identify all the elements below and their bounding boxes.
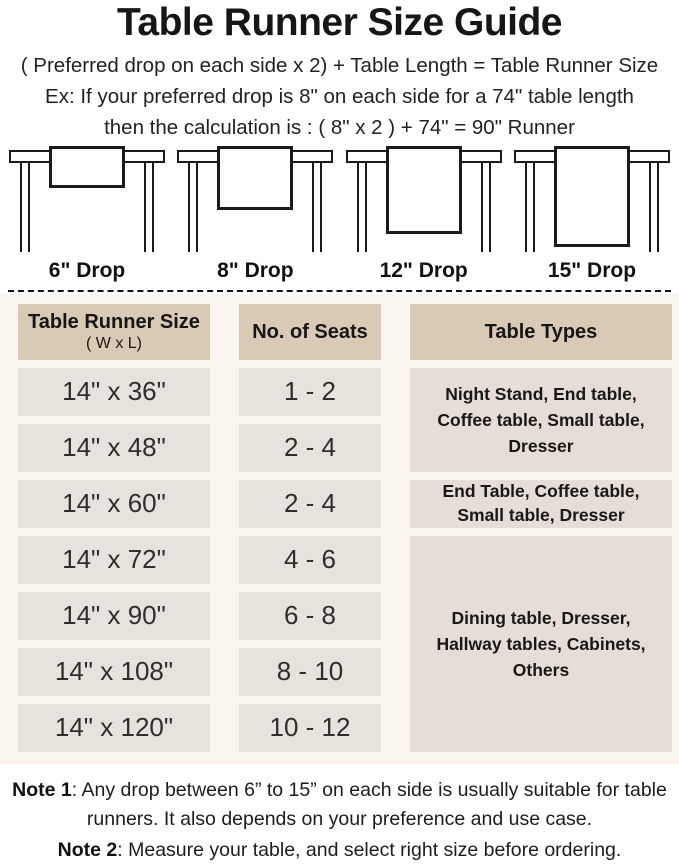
notes-section: Note 1: Any drop between 6” to 15” on ea… <box>0 763 679 866</box>
note-2-text: : Measure your table, and select right s… <box>117 839 622 862</box>
page-title: Table Runner Size Guide <box>116 1 563 44</box>
example-line-1: Ex: If your preferred drop is 8" on each… <box>45 84 634 108</box>
table-leg-left <box>524 162 535 252</box>
table-leg-right <box>144 162 154 252</box>
runner-drape <box>385 145 462 234</box>
column-header-runner-size: Table Runner Size ( W x L) <box>18 303 210 360</box>
seats-cell: 10 - 12 <box>239 703 381 752</box>
header: Table Runner Size Guide ( Preferred drop… <box>0 0 679 140</box>
size-cell: 14" x 60" <box>18 479 210 528</box>
note-1-label: Note 1 <box>12 778 72 801</box>
drop-label: 6" Drop <box>48 258 126 282</box>
size-cell: 14" x 90" <box>18 591 210 640</box>
table-drawing <box>8 145 166 252</box>
size-cell: 14" x 120" <box>18 703 210 752</box>
note-1-text: : Any drop between 6” to 15” on each sid… <box>71 778 667 831</box>
table-leg-right <box>480 162 491 252</box>
drop-label: 8" Drop <box>217 258 294 282</box>
drop-illustrations: 6" Drop 8" Drop 12" Drop <box>0 140 679 283</box>
table-drawing <box>345 145 503 252</box>
illustration-8-drop: 8" Drop <box>176 145 334 283</box>
seats-cell: 4 - 6 <box>239 535 381 584</box>
note-2: Note 2: Measure your table, and select r… <box>2 836 677 865</box>
formula-text: ( Preferred drop on each side x 2) + Tab… <box>20 53 659 77</box>
table-leg-right <box>312 162 323 252</box>
illustration-6-drop: 6" Drop <box>8 145 166 283</box>
column-header-table-types: Table Types <box>410 303 672 360</box>
table-leg-right <box>648 162 659 252</box>
drop-label: 12" Drop <box>379 258 468 282</box>
column-header-seats: No. of Seats <box>239 303 381 360</box>
seats-cell: 1 - 2 <box>239 367 381 416</box>
column-header-runner-size-sub: ( W x L) <box>86 334 142 352</box>
note-1: Note 1: Any drop between 6” to 15” on ea… <box>2 776 677 835</box>
size-table: Table Runner Size ( W x L) No. of Seats … <box>0 294 679 764</box>
table-drawing <box>513 145 671 252</box>
illustration-12-drop: 12" Drop <box>345 145 503 283</box>
seats-cell: 2 - 4 <box>239 479 381 528</box>
size-cell: 14" x 36" <box>18 367 210 416</box>
seats-cell: 2 - 4 <box>239 423 381 472</box>
table-drawing <box>176 145 334 252</box>
table-leg-left <box>356 162 367 252</box>
column-header-runner-size-title: Table Runner Size <box>28 310 200 333</box>
note-2-label: Note 2 <box>57 839 118 862</box>
table-types-cell: End Table, Coffee table, Small table, Dr… <box>410 479 672 528</box>
example-line-2: then the calculation is : ( 8" x 2 ) + 7… <box>104 115 575 139</box>
runner-drape <box>217 145 294 210</box>
size-table-section: Table Runner Size ( W x L) No. of Seats … <box>0 293 679 764</box>
size-cell: 14" x 72" <box>18 535 210 584</box>
table-leg-left <box>20 162 30 252</box>
drop-label: 15" Drop <box>547 258 637 282</box>
size-cell: 14" x 48" <box>18 423 210 472</box>
runner-drape <box>553 145 630 247</box>
table-leg-left <box>188 162 199 252</box>
table-types-cell: Dining table, Dresser, Hallway tables, C… <box>410 535 672 752</box>
table-types-cell: Night Stand, End table, Coffee table, Sm… <box>410 367 672 472</box>
seats-cell: 6 - 8 <box>239 591 381 640</box>
dashed-divider <box>8 289 671 292</box>
seats-cell: 8 - 10 <box>239 647 381 696</box>
illustration-15-drop: 15" Drop <box>513 145 671 283</box>
size-cell: 14" x 108" <box>18 647 210 696</box>
runner-drape <box>49 145 125 188</box>
